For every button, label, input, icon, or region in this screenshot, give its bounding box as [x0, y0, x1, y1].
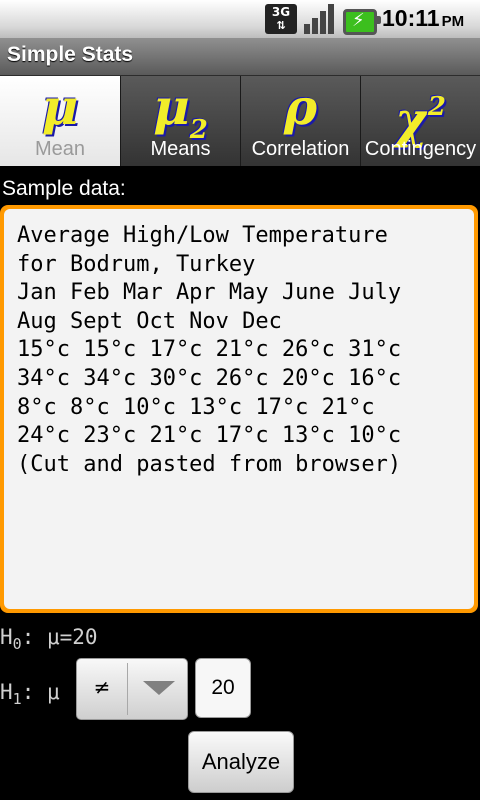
rho-icon: ρ — [283, 77, 318, 136]
dropdown-arrow-icon — [143, 681, 175, 695]
sample-data-label: Sample data: — [2, 177, 126, 200]
network-type: 3G — [271, 5, 291, 19]
clock-time: 10:11 — [382, 5, 440, 31]
app-title: Simple Stats — [7, 43, 134, 66]
tab-means-label: Means — [150, 138, 211, 160]
3g-data-icon: 3G ⇅ — [265, 4, 297, 34]
tab-contingency[interactable]: χ2 Contingency — [361, 76, 480, 166]
sample-data-line: for Bodrum, Turkey — [17, 251, 256, 277]
analyze-button[interactable]: Analyze — [188, 731, 294, 793]
sample-data-focus-ring: Average High/Low Temperature for Bodrum,… — [0, 205, 478, 613]
clock-ampm: PM — [441, 13, 465, 30]
charging-bolt-icon: ⚡ — [352, 10, 365, 31]
null-hypothesis-label: H0: μ=20 — [0, 625, 98, 653]
sample-data-line: Jan Feb Mar Apr May June July — [17, 280, 402, 306]
sample-data-line: Aug Sept Oct Nov Dec — [17, 308, 282, 334]
data-activity-icon: ⇅ — [276, 19, 286, 32]
mu-2-icon: μ2 — [153, 77, 208, 146]
operator-select[interactable]: ≠ — [76, 658, 188, 720]
alt-hypothesis-label: H1: μ — [0, 680, 60, 708]
tab-mean-label: Mean — [34, 138, 86, 160]
sample-data-line: 8°c 8°c 10°c 13°c 17°c 21°c — [17, 394, 375, 420]
sample-data-line: 24°c 23°c 21°c 17°c 13°c 10°c — [17, 423, 402, 449]
sample-data-textarea[interactable]: Average High/Low Temperature for Bodrum,… — [4, 209, 474, 609]
tab-correlation-label: Correlation — [251, 138, 350, 160]
sample-data-line: 34°c 34°c 30°c 26°c 20°c 16°c — [17, 365, 402, 391]
hypothesis-value-input[interactable]: 20 — [195, 658, 251, 718]
chi-squared-icon: χ2 — [395, 90, 446, 149]
app-title-bar: Simple Stats — [0, 38, 480, 76]
tab-correlation[interactable]: ρ Correlation — [241, 76, 361, 166]
sample-data-line: 15°c 15°c 17°c 21°c 26°c 31°c — [17, 337, 402, 363]
tab-mean[interactable]: μ Mean — [0, 76, 121, 166]
tab-bar: μ Mean μ2 Means ρ Correlation χ2 Conting… — [0, 76, 480, 167]
tab-contingency-label: Contingency — [364, 138, 477, 160]
clock: 10:11 PM — [382, 5, 464, 32]
status-bar: 3G ⇅ ⚡ 10:11 PM — [0, 0, 480, 38]
signal-strength-icon — [304, 4, 336, 34]
sample-data-line: Average High/Low Temperature — [17, 223, 388, 248]
mu-icon: μ — [41, 77, 79, 136]
battery-charging-icon: ⚡ — [343, 9, 381, 35]
sample-data-line: (Cut and pasted from browser) — [17, 451, 402, 477]
select-divider — [127, 663, 128, 715]
operator-value: ≠ — [93, 675, 111, 699]
tab-means[interactable]: μ2 Means — [121, 76, 241, 166]
